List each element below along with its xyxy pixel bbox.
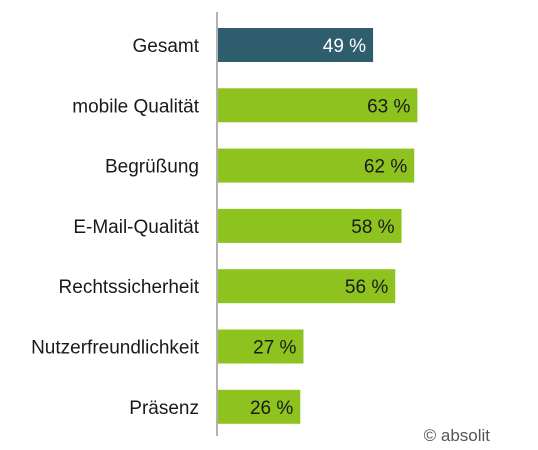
value-label: 63 %: [367, 96, 410, 117]
category-label: mobile Qualität: [72, 96, 199, 117]
value-label: 58 %: [351, 217, 394, 238]
value-label: 49 %: [323, 36, 366, 57]
value-label: 62 %: [364, 157, 407, 178]
category-label: Nutzerfreundlichkeit: [31, 338, 200, 359]
bar: [218, 208, 402, 243]
bar: [218, 269, 396, 304]
bar: [218, 389, 301, 424]
bar: [218, 88, 418, 123]
category-label: Rechtssicherheit: [59, 277, 200, 298]
bar: [218, 329, 304, 364]
category-label: E-Mail-Qualität: [73, 217, 199, 238]
bar: [218, 148, 415, 183]
value-label: 26 %: [250, 398, 293, 419]
bar: [218, 28, 374, 62]
bars-layer: Gesamt 49 % mobile Qualität 63 % Begrüßung 62…: [31, 28, 418, 424]
category-label: Begrüßung: [105, 157, 199, 178]
category-label: Präsenz: [129, 398, 199, 419]
copyright-label: © absolit: [424, 426, 491, 445]
value-label: 56 %: [345, 277, 388, 298]
category-label: Gesamt: [132, 36, 199, 57]
value-label: 27 %: [253, 338, 296, 359]
